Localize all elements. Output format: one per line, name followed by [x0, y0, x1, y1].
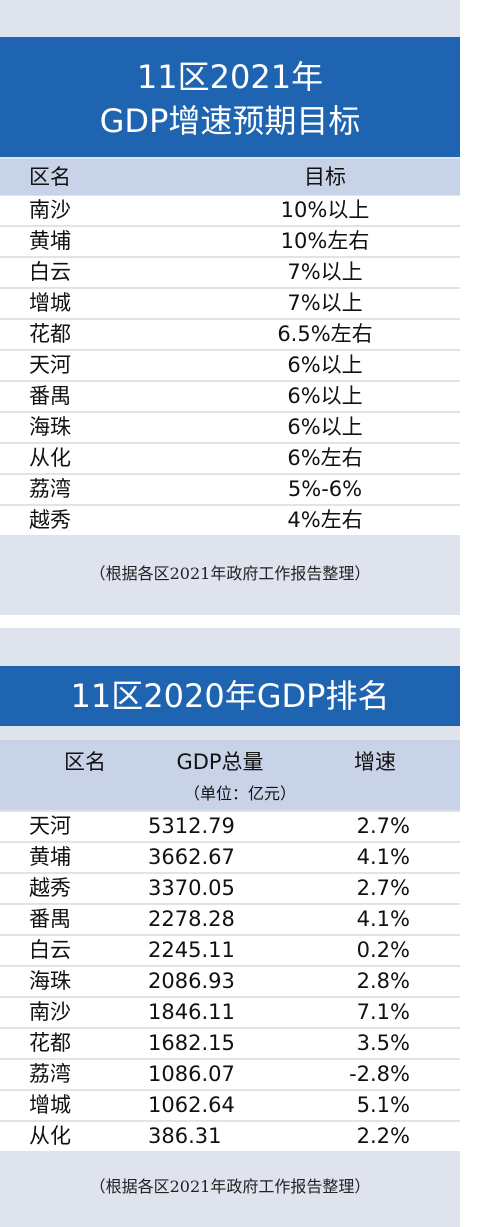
header-gdp: GDP总量: [176, 750, 264, 774]
district-name: 越秀: [29, 508, 71, 532]
table-row: 天河 5312.79 2.7%: [0, 812, 460, 843]
growth-target: 10%以上: [280, 198, 370, 222]
table-row: 从化 386.31 2.2%: [0, 1122, 460, 1153]
gdp-growth: 4.1%: [356, 845, 410, 869]
district-name: 增城: [29, 291, 71, 315]
table-row: 增城 7%以上: [0, 289, 460, 320]
table-row: 海珠 2086.93 2.8%: [0, 967, 460, 998]
table-row: 从化 6%左右: [0, 444, 460, 475]
header-district: 区名: [29, 165, 71, 189]
table-row: 南沙 10%以上: [0, 196, 460, 227]
table-row: 荔湾 1086.07 -2.8%: [0, 1060, 460, 1091]
district-name: 番禺: [29, 384, 71, 408]
district-name: 从化: [29, 446, 71, 470]
district-name: 花都: [29, 322, 71, 346]
table-row: 海珠 6%以上: [0, 413, 460, 444]
district-name: 白云: [29, 938, 71, 962]
table-row: 花都 6.5%左右: [0, 320, 460, 351]
gdp-total: 2278.28: [148, 907, 235, 931]
table-row: 越秀 3370.05 2.7%: [0, 874, 460, 905]
target-table-header: 区名 目标: [0, 159, 460, 195]
gdp-growth: 2.7%: [356, 876, 410, 900]
district-name: 南沙: [29, 1000, 71, 1024]
target-title-line2: GDP增速预期目标: [99, 102, 361, 140]
table-row: 番禺 2278.28 4.1%: [0, 905, 460, 936]
target-title-line1: 11区2021年: [136, 58, 324, 96]
gdp-total: 1846.11: [148, 1000, 235, 1024]
table-row: 越秀 4%左右: [0, 506, 460, 537]
table-row: 白云 7%以上: [0, 258, 460, 289]
gdp-growth: 2.8%: [356, 969, 410, 993]
gdp-growth: 7.1%: [356, 1000, 410, 1024]
growth-target: 7%以上: [287, 291, 363, 315]
gdp-growth: 0.2%: [356, 938, 410, 962]
growth-target: 7%以上: [287, 260, 363, 284]
header-target: 目标: [304, 165, 346, 189]
district-name: 荔湾: [29, 477, 71, 501]
gdp-total: 5312.79: [148, 814, 235, 838]
gdp-growth: 2.2%: [356, 1124, 410, 1148]
growth-target: 6%以上: [287, 415, 363, 439]
table-row: 番禺 6%以上: [0, 382, 460, 413]
target-table-title: 11区2021年 GDP增速预期目标: [0, 37, 460, 157]
ranking-title: 11区2020年GDP排名: [70, 677, 390, 715]
district-name: 黄埔: [29, 229, 71, 253]
ranking-table-note: （根据各区2021年政府工作报告整理）: [89, 1177, 371, 1196]
table-row: 南沙 1846.11 7.1%: [0, 998, 460, 1029]
gdp-total: 1086.07: [148, 1062, 235, 1086]
gdp-total: 1062.64: [148, 1093, 235, 1117]
target-table-body: 南沙 10%以上 黄埔 10%左右 白云 7%以上 增城 7%以上 花都 6.5%左右 天河 6%以上…: [0, 196, 460, 537]
ranking-table-header: 区名 GDP总量 增速 （单位：亿元）: [0, 740, 460, 810]
table-row: 黄埔 3662.67 4.1%: [0, 843, 460, 874]
gdp-total: 3370.05: [148, 876, 235, 900]
gdp-growth: 2.7%: [356, 814, 410, 838]
growth-target: 5%-6%: [287, 477, 363, 501]
district-name: 南沙: [29, 198, 71, 222]
table-row: 增城 1062.64 5.1%: [0, 1091, 460, 1122]
table-row: 荔湾 5%-6%: [0, 475, 460, 506]
district-name: 荔湾: [29, 1062, 71, 1086]
growth-target: 6%以上: [287, 384, 363, 408]
gdp-growth: 3.5%: [356, 1031, 410, 1055]
header-unit: （单位：亿元）: [183, 784, 296, 803]
gdp-growth: 4.1%: [356, 907, 410, 931]
gdp-total: 3662.67: [148, 845, 235, 869]
gdp-total: 2086.93: [148, 969, 235, 993]
growth-target: 10%左右: [280, 229, 370, 253]
growth-target: 6.5%左右: [277, 322, 373, 346]
table-row: 天河 6%以上: [0, 351, 460, 382]
growth-target: 4%左右: [287, 508, 363, 532]
district-name: 越秀: [29, 876, 71, 900]
table-row: 花都 1682.15 3.5%: [0, 1029, 460, 1060]
district-name: 黄埔: [29, 845, 71, 869]
header-growth: 增速: [354, 750, 396, 774]
table-row: 黄埔 10%左右: [0, 227, 460, 258]
ranking-table-title: 11区2020年GDP排名: [0, 666, 460, 726]
district-name: 白云: [29, 260, 71, 284]
gdp-growth: -2.8%: [349, 1062, 410, 1086]
gdp-total: 1682.15: [148, 1031, 235, 1055]
gdp-total: 386.31: [148, 1124, 222, 1148]
district-name: 从化: [29, 1124, 71, 1148]
district-name: 花都: [29, 1031, 71, 1055]
target-table-note: （根据各区2021年政府工作报告整理）: [89, 564, 371, 583]
gdp-total: 2245.11: [148, 938, 235, 962]
growth-target: 6%以上: [287, 353, 363, 377]
district-name: 天河: [29, 814, 71, 838]
growth-target: 6%左右: [287, 446, 363, 470]
district-name: 天河: [29, 353, 71, 377]
district-name: 海珠: [29, 415, 71, 439]
header-district: 区名: [64, 750, 106, 774]
ranking-table-body: 天河 5312.79 2.7% 黄埔 3662.67 4.1% 越秀 3370.05 2.7% 番…: [0, 812, 460, 1153]
district-name: 番禺: [29, 907, 71, 931]
gdp-growth: 5.1%: [356, 1093, 410, 1117]
district-name: 增城: [29, 1093, 71, 1117]
table-row: 白云 2245.11 0.2%: [0, 936, 460, 967]
district-name: 海珠: [29, 969, 71, 993]
